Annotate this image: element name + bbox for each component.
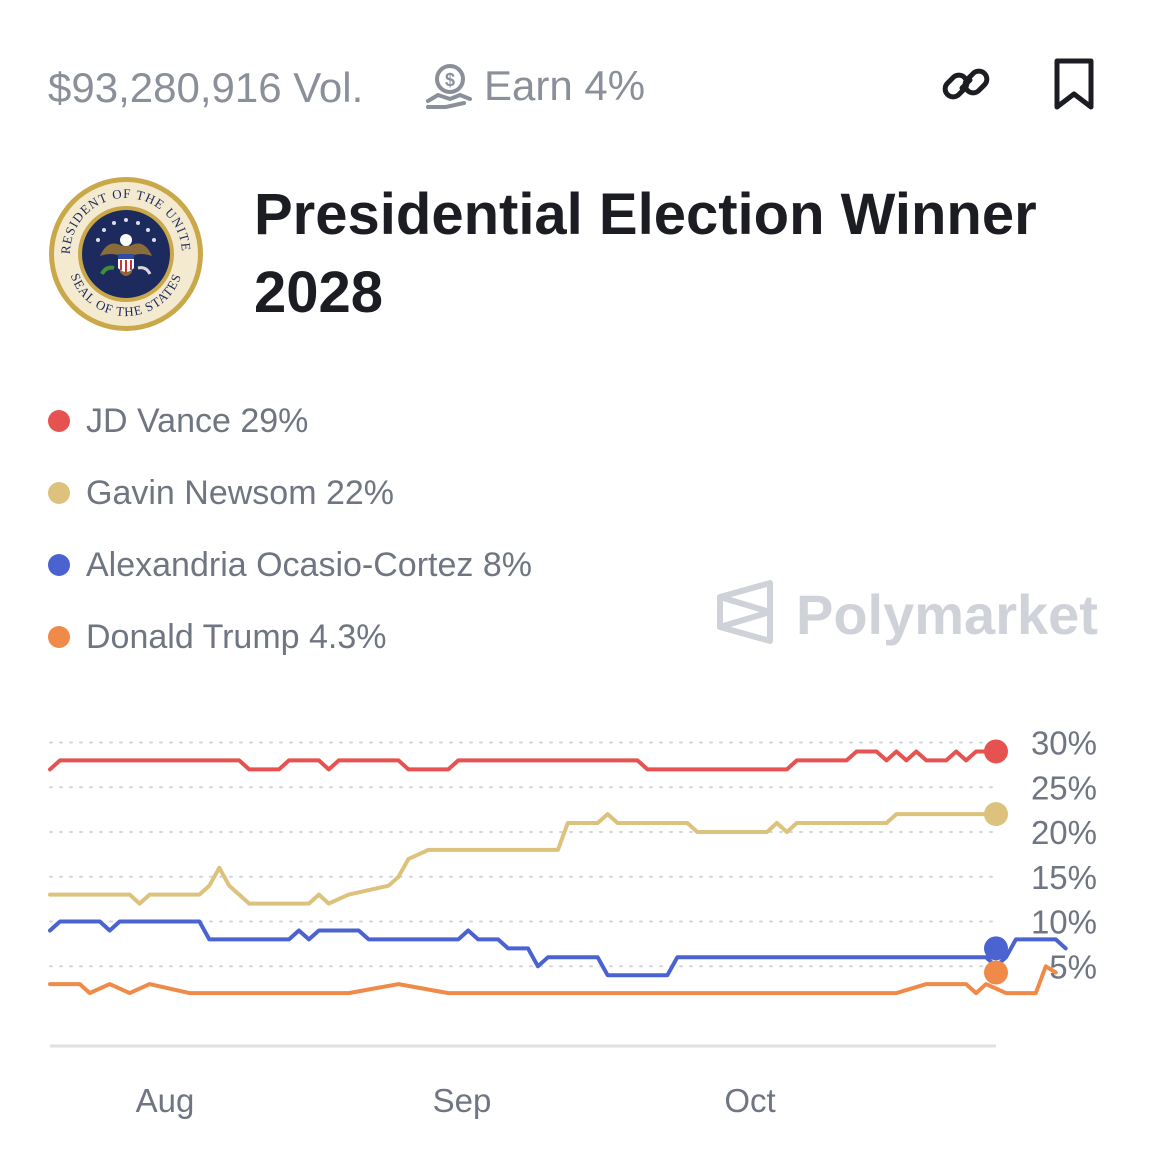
legend-label: Gavin Newsom 22%	[86, 473, 395, 512]
x-tick-label: Sep	[433, 1082, 492, 1119]
legend-label: Donald Trump 4.3%	[86, 617, 387, 656]
presidential-seal-icon: PRESIDENT OF THE UNITED SEAL OF THE STAT…	[43, 164, 203, 331]
legend-dot	[48, 410, 70, 432]
watermark-text: Polymarket	[796, 582, 1098, 646]
copy-link-button[interactable]	[936, 56, 996, 116]
coin-hand-icon: $	[424, 61, 474, 111]
market-title: Presidential Election Winner 2028	[254, 182, 1037, 325]
legend-dot	[48, 482, 70, 504]
legend-item-trump: Donald Trump 4.3%	[48, 612, 387, 662]
legend-item-ocasio-cortez: Alexandria Ocasio-Cortez 8%	[48, 540, 532, 590]
series-line-alexandria-ocasio-cortez	[48, 919, 1068, 978]
polymarket-watermark: Polymarket	[716, 578, 1098, 650]
legend-label: JD Vance 29%	[86, 401, 309, 440]
series-line-jd-vance	[48, 749, 998, 772]
legend-item-vance: JD Vance 29%	[48, 396, 308, 446]
series-line-donald-trump	[48, 964, 1058, 996]
link-icon	[940, 58, 992, 115]
volume-label: $93,280,916 Vol.	[48, 64, 364, 111]
y-tick-label: 30%	[1031, 725, 1097, 762]
series-line-gavin-newsom	[48, 812, 998, 906]
x-tick-label: Aug	[136, 1082, 195, 1119]
y-tick-label: 20%	[1031, 814, 1097, 851]
top-bar: $93,280,916 Vol. $ Earn 4%	[48, 56, 1122, 116]
earn-label: Earn 4%	[484, 62, 646, 109]
earn-button[interactable]: $ Earn 4%	[424, 56, 645, 116]
y-tick-label: 5%	[1049, 948, 1097, 985]
series-end-marker	[984, 936, 1008, 961]
series-end-marker	[984, 960, 1008, 985]
y-tick-label: 15%	[1031, 859, 1097, 896]
bookmark-button[interactable]	[1044, 56, 1104, 116]
series-end-marker	[984, 802, 1008, 827]
y-tick-label: 10%	[1031, 904, 1097, 941]
polymarket-logo-icon	[716, 579, 774, 650]
bookmark-icon	[1052, 56, 1096, 117]
legend-item-newsom: Gavin Newsom 22%	[48, 468, 394, 518]
legend-dot	[48, 626, 70, 648]
legend-dot	[48, 554, 70, 576]
x-tick-label: Oct	[724, 1082, 775, 1119]
series-end-marker	[984, 739, 1008, 764]
svg-text:$: $	[445, 70, 455, 90]
market-logo: PRESIDENT OF THE UNITED SEAL OF THE STAT…	[43, 164, 204, 332]
y-tick-label: 25%	[1031, 769, 1097, 806]
legend-label: Alexandria Ocasio-Cortez 8%	[86, 545, 532, 584]
